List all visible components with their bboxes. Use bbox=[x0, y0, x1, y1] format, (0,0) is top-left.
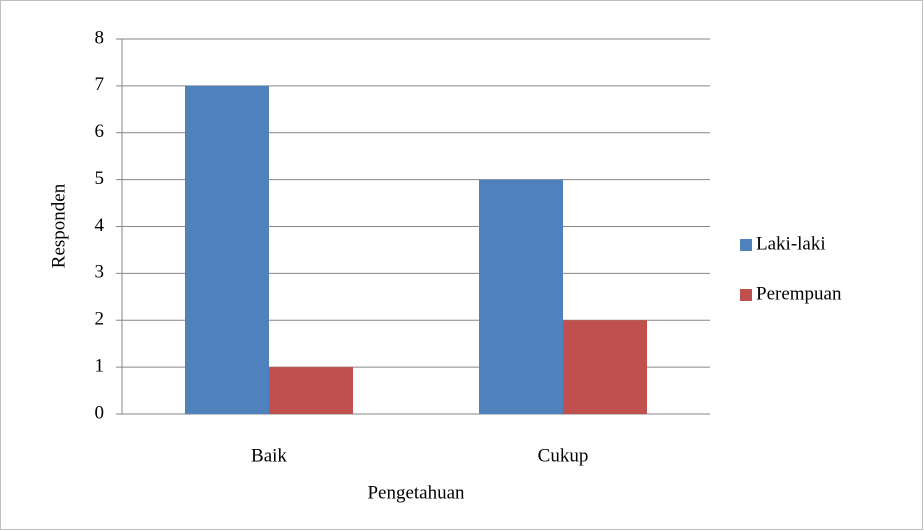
y-axis-title: Responden bbox=[48, 183, 69, 268]
legend-swatch bbox=[740, 239, 752, 251]
y-tick-label: 6 bbox=[95, 121, 105, 142]
bar bbox=[269, 367, 353, 414]
y-tick-label: 4 bbox=[95, 215, 105, 236]
legend-label: Perempuan bbox=[756, 283, 842, 304]
y-tick-label: 7 bbox=[95, 74, 105, 95]
y-tick-label: 0 bbox=[95, 402, 105, 423]
bar bbox=[563, 320, 647, 414]
x-axis-title: Pengetahuan bbox=[367, 482, 465, 503]
legend-swatch bbox=[740, 289, 752, 301]
y-tick-label: 5 bbox=[95, 168, 105, 189]
y-tick-label: 3 bbox=[95, 262, 105, 283]
y-tick-label: 2 bbox=[95, 309, 105, 330]
y-tick-label: 8 bbox=[95, 27, 105, 48]
x-tick-label: Baik bbox=[251, 445, 287, 466]
y-tick-label: 1 bbox=[95, 355, 105, 376]
bar bbox=[185, 85, 269, 414]
legend-label: Laki-laki bbox=[756, 233, 826, 254]
bar bbox=[479, 179, 563, 414]
x-tick-label: Cukup bbox=[538, 445, 589, 466]
